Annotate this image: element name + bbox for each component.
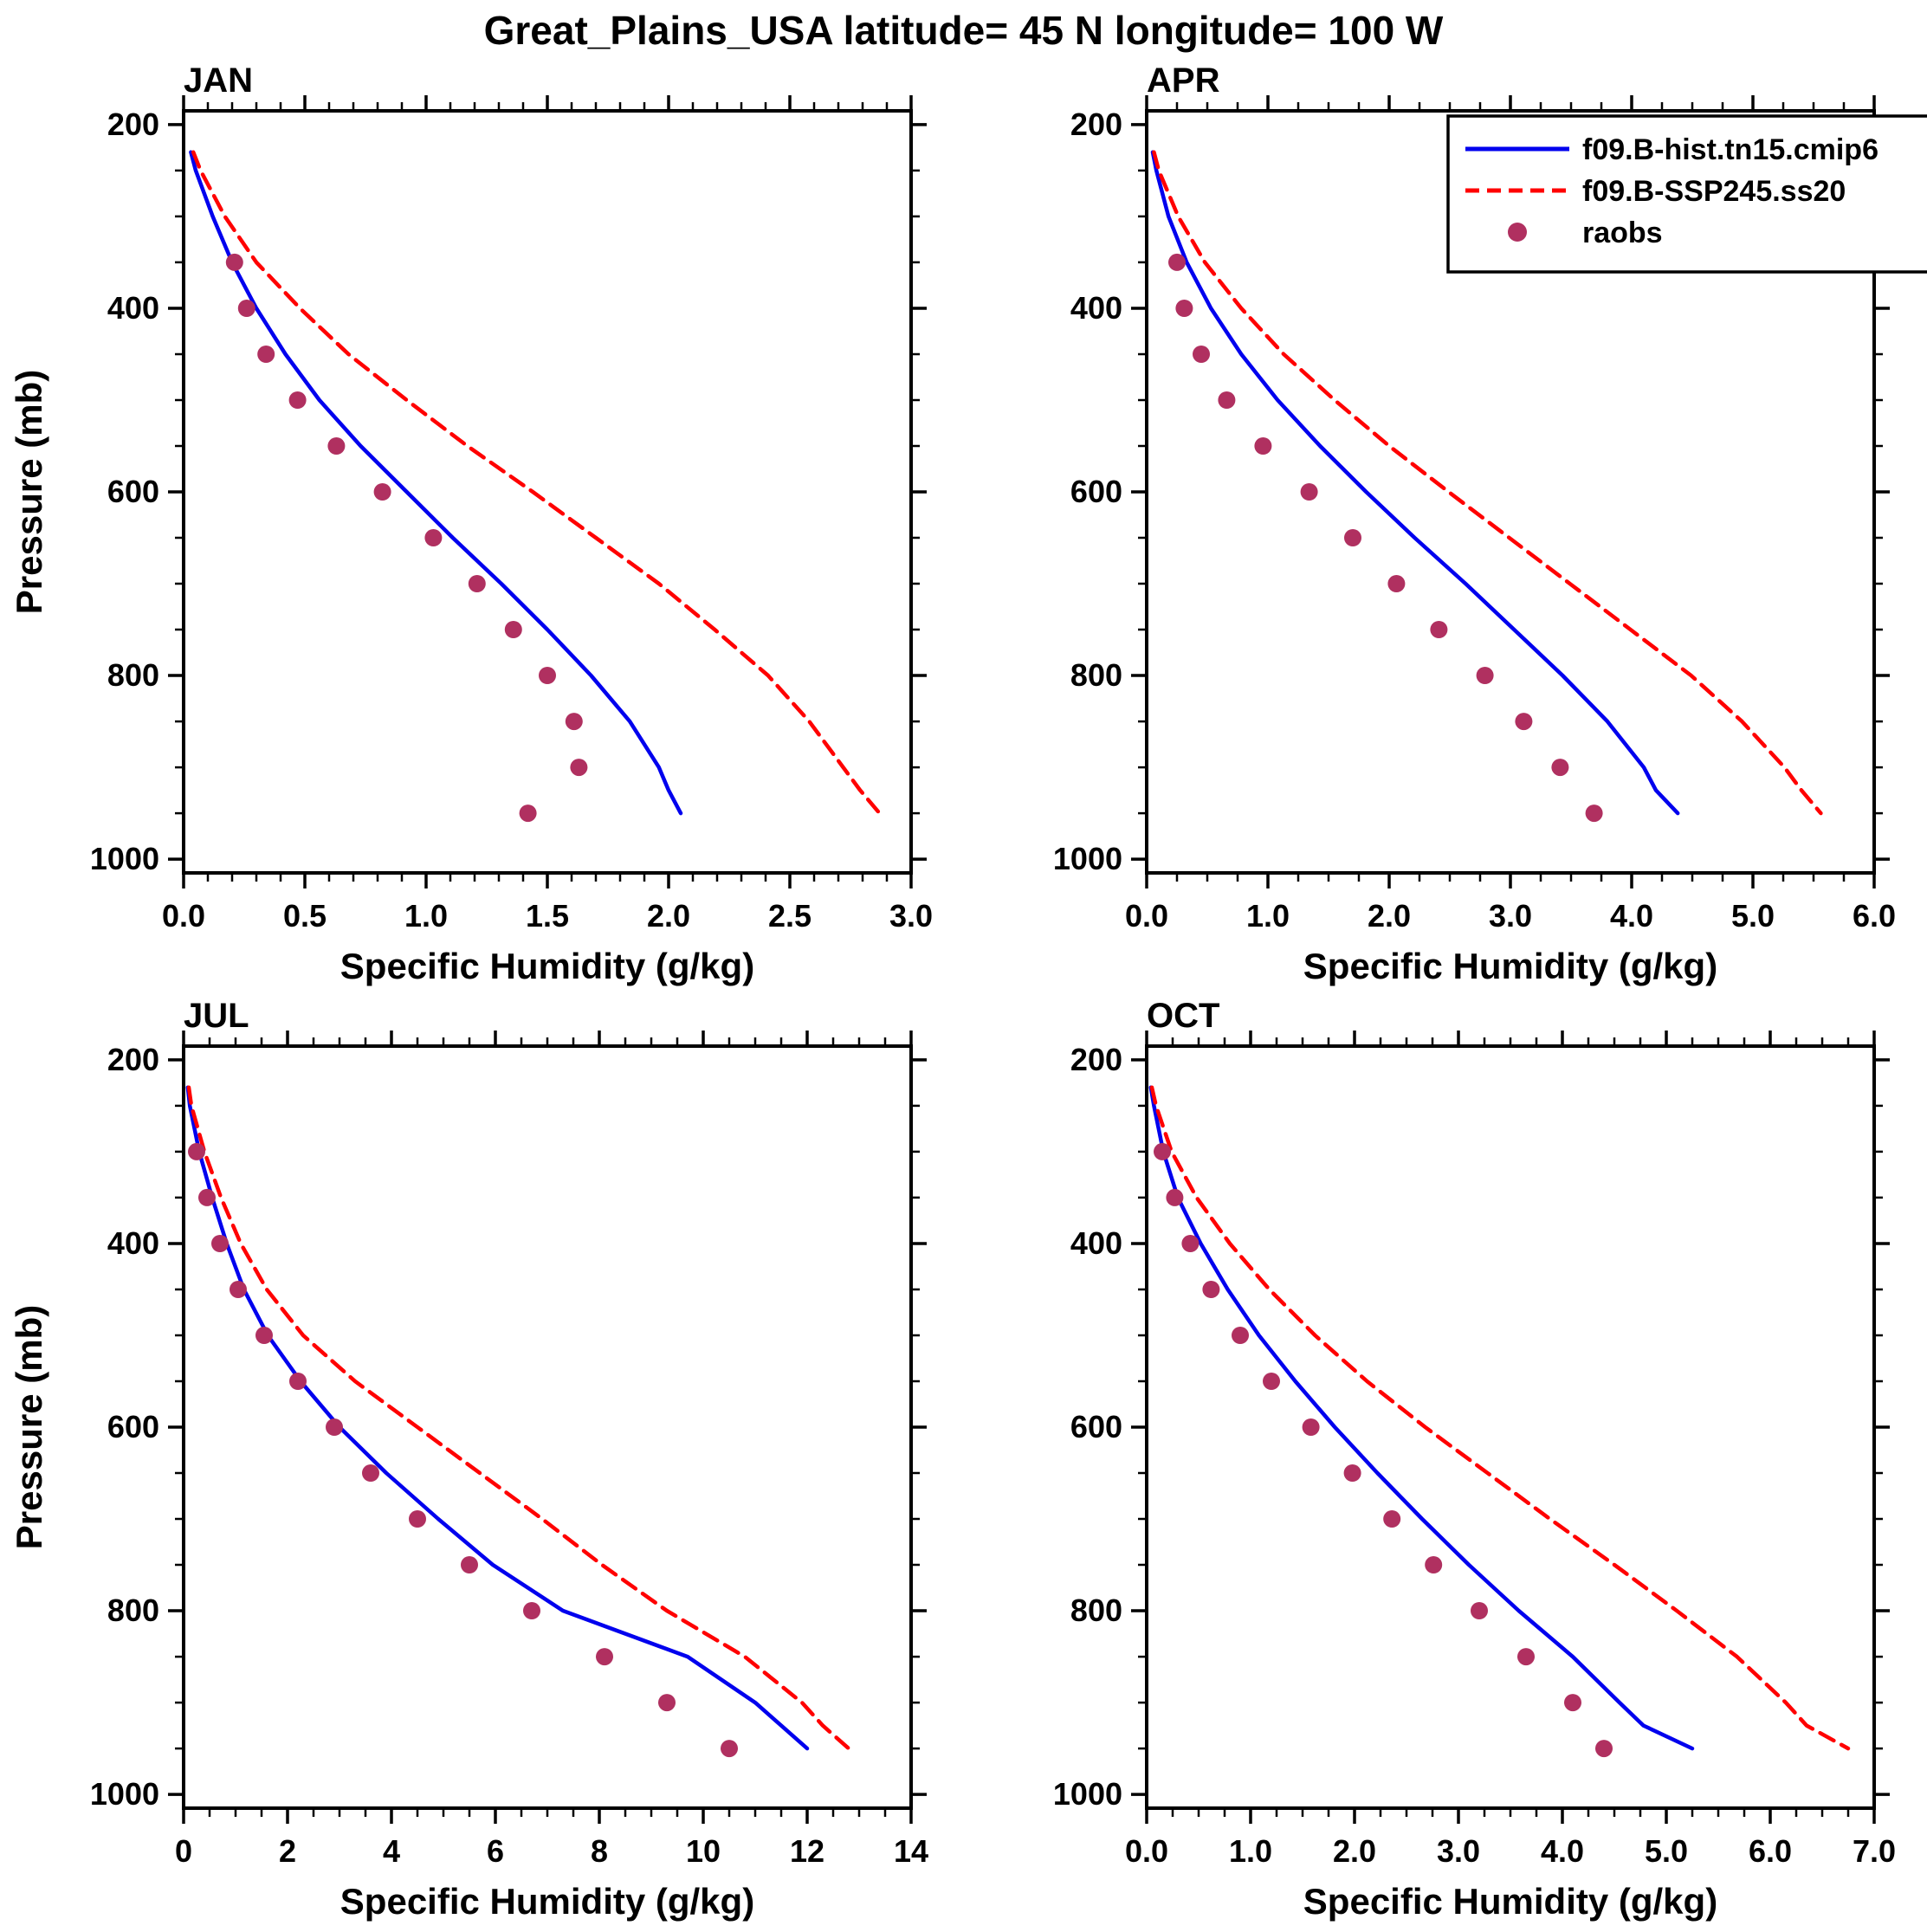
raobs-dots	[225, 253, 588, 823]
chart-panel: 0.0 0.5 1.0 1.5 2.0 2.5 3.0 200 400 600 800 1000 JAN…	[0, 61, 963, 996]
raobs-dots	[188, 1142, 738, 1758]
y-tick-label: 600	[1070, 474, 1122, 509]
x-tick-label: 5.0	[1731, 898, 1775, 934]
x-tick-label: 1.0	[1246, 898, 1290, 934]
panel-month-title: APR	[1147, 61, 1220, 100]
y-tick-label: 400	[1070, 290, 1122, 326]
chart-panel: 0.0 1.0 2.0 3.0 4.0 5.0 6.0 200 400 600 800 1000 APR…	[963, 61, 1927, 996]
y-tick-label: 1000	[90, 1776, 159, 1812]
legend-label: raobs	[1582, 216, 1663, 249]
chart-grid: 0.0 0.5 1.0 1.5 2.0 2.5 3.0 200 400 600 800 1000 JAN…	[0, 61, 1927, 1931]
legend-label: f09.B-SSP245.ss20	[1582, 175, 1846, 208]
x-tick-label: 0.0	[1125, 1833, 1168, 1869]
legend-raobs-sample	[1508, 223, 1527, 242]
x-tick-label: 5.0	[1645, 1833, 1688, 1869]
legend-box	[1446, 114, 1927, 274]
y-tick-label: 800	[107, 657, 159, 693]
panel-month-title: OCT	[1147, 997, 1219, 1035]
x-tick-label: 14	[894, 1833, 928, 1869]
x-tick-label: 2.0	[1333, 1833, 1376, 1869]
hist-profile-line	[185, 1085, 810, 1751]
y-axis-label: Pressure (mb)	[9, 1305, 49, 1549]
x-axis-label: Specific Humidity (g/kg)	[340, 1881, 754, 1922]
x-tick-label: 8	[591, 1833, 608, 1869]
x-tick-label: 2	[279, 1833, 296, 1869]
page-title-text: Great_Plains_USA latitude= 45 N longitud…	[483, 8, 1444, 53]
x-tick-label: 3.0	[1437, 1833, 1480, 1869]
raobs-dots	[1168, 253, 1603, 823]
x-tick-label: 4.0	[1610, 898, 1653, 934]
axis-ticks	[1131, 1031, 1890, 1824]
plot-frame	[1145, 1044, 1876, 1810]
figure-title: Great_Plains_USA latitude= 45 N longitud…	[0, 0, 1927, 61]
chart-panel: 0.0 1.0 2.0 3.0 4.0 5.0 6.0 7.0 200 400 600 800 1000…	[963, 996, 1927, 1931]
x-tick-label: 4	[383, 1833, 400, 1869]
x-tick-label: 0.5	[283, 898, 327, 934]
y-tick-label: 200	[107, 107, 159, 142]
x-tick-label: 6.0	[1749, 1833, 1792, 1869]
raobs-dots	[1154, 1142, 1613, 1758]
ssp-profile-line	[186, 1085, 851, 1751]
y-tick-label: 200	[107, 1042, 159, 1077]
panel-month-title: JAN	[184, 61, 253, 100]
x-tick-label: 1.0	[1229, 1833, 1272, 1869]
chart-panel-svg: 0.0 1.0 2.0 3.0 4.0 5.0 6.0 7.0 200 400 600 800 1000…	[1053, 997, 1896, 1922]
chart-panel-svg: 0.0 1.0 2.0 3.0 4.0 5.0 6.0 200 400 600 800 1000 APR…	[1053, 61, 1927, 986]
y-tick-label: 600	[1070, 1409, 1122, 1444]
x-tick-label: 10	[686, 1833, 721, 1869]
legend-label: f09.B-hist.tn15.cmip6	[1582, 133, 1879, 166]
x-axis-label: Specific Humidity (g/kg)	[340, 946, 754, 986]
ssp-profile-line	[1149, 1085, 1851, 1751]
chart-panel-svg: 0 2 4 6 8 10 12 14 200 400 600 800 1000 JUL Specific H…	[9, 997, 928, 1922]
x-tick-label: 2.0	[1368, 898, 1411, 934]
y-tick-label: 1000	[1053, 841, 1122, 876]
y-tick-label: 800	[1070, 1593, 1122, 1628]
y-tick-label: 400	[1070, 1225, 1122, 1261]
y-tick-label: 400	[107, 1225, 159, 1261]
x-tick-label: 1.0	[404, 898, 448, 934]
y-tick-label: 800	[1070, 657, 1122, 693]
x-axis-label: Specific Humidity (g/kg)	[1303, 1881, 1717, 1922]
ssp-profile-line	[1152, 150, 1823, 816]
y-axis-label: Pressure (mb)	[9, 370, 49, 614]
x-tick-label: 7.0	[1853, 1833, 1896, 1869]
y-tick-label: 600	[107, 1409, 159, 1444]
hist-profile-line	[1148, 1085, 1695, 1751]
y-tick-label: 1000	[90, 841, 159, 876]
y-tick-label: 800	[107, 1593, 159, 1628]
chart-panel-svg: 0.0 0.5 1.0 1.5 2.0 2.5 3.0 200 400 600 800 1000 JAN…	[9, 61, 933, 986]
y-tick-label: 400	[107, 290, 159, 326]
x-tick-label: 12	[790, 1833, 824, 1869]
y-tick-label: 600	[107, 474, 159, 509]
y-tick-label: 1000	[1053, 1776, 1122, 1812]
y-tick-label: 200	[1070, 107, 1122, 142]
x-axis-label: Specific Humidity (g/kg)	[1303, 946, 1717, 986]
ssp-profile-line	[191, 150, 882, 816]
axis-ticks	[168, 95, 927, 888]
x-tick-label: 0	[175, 1833, 192, 1869]
x-tick-label: 0.0	[162, 898, 205, 934]
x-tick-label: 4.0	[1541, 1833, 1584, 1869]
hist-profile-line	[189, 150, 683, 816]
x-tick-label: 2.0	[647, 898, 690, 934]
panel-month-title: JUL	[184, 997, 249, 1035]
plot-frame	[182, 109, 913, 875]
plot-frame	[182, 1044, 913, 1810]
plot-frame	[1145, 109, 1876, 875]
x-tick-label: 0.0	[1125, 898, 1168, 934]
x-tick-label: 6.0	[1853, 898, 1896, 934]
x-tick-label: 2.5	[768, 898, 812, 934]
x-tick-label: 3.0	[1489, 898, 1532, 934]
axis-ticks	[168, 1031, 927, 1824]
x-tick-label: 6	[487, 1833, 504, 1869]
chart-panel: 0 2 4 6 8 10 12 14 200 400 600 800 1000 JUL Specific H…	[0, 996, 963, 1931]
x-tick-label: 3.0	[889, 898, 933, 934]
hist-profile-line	[1150, 150, 1680, 816]
y-tick-label: 200	[1070, 1042, 1122, 1077]
legend: f09.B-hist.tn15.cmip6 f09.B-SSP245.ss20 ra…	[1446, 114, 1927, 274]
x-tick-label: 1.5	[526, 898, 569, 934]
